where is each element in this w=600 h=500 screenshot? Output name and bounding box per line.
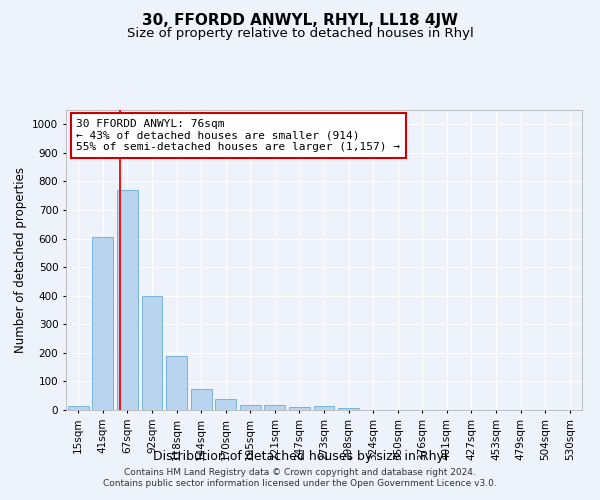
Bar: [314, 406, 334, 410]
Text: Contains HM Land Registry data © Crown copyright and database right 2024.
Contai: Contains HM Land Registry data © Crown c…: [103, 468, 497, 487]
Bar: [289, 407, 310, 410]
Bar: [240, 405, 261, 410]
Bar: [166, 356, 187, 410]
Bar: [265, 405, 286, 410]
Bar: [215, 399, 236, 410]
Bar: [142, 296, 163, 410]
Bar: [338, 408, 359, 410]
Bar: [68, 406, 89, 410]
Bar: [92, 237, 113, 410]
Bar: [117, 190, 138, 410]
Text: 30 FFORDD ANWYL: 76sqm
← 43% of detached houses are smaller (914)
55% of semi-de: 30 FFORDD ANWYL: 76sqm ← 43% of detached…: [76, 119, 400, 152]
Text: Size of property relative to detached houses in Rhyl: Size of property relative to detached ho…: [127, 28, 473, 40]
Text: 30, FFORDD ANWYL, RHYL, LL18 4JW: 30, FFORDD ANWYL, RHYL, LL18 4JW: [142, 12, 458, 28]
Bar: [191, 388, 212, 410]
Y-axis label: Number of detached properties: Number of detached properties: [14, 167, 26, 353]
Text: Distribution of detached houses by size in Rhyl: Distribution of detached houses by size …: [153, 450, 447, 463]
